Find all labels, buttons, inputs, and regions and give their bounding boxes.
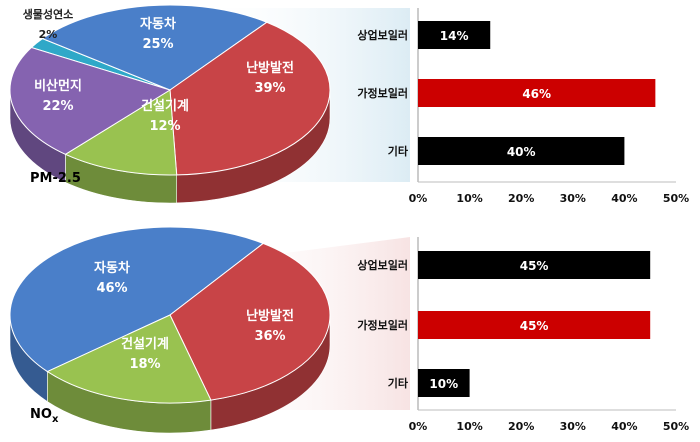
bar-chart-2: 0% 10% 20% 30% 40% 50% 45% 상업보일러 45% 가정보일러 10% 기타: [357, 237, 689, 433]
bar-x-tick-label: 20%: [508, 192, 534, 205]
pie-slice-value-label: 12%: [149, 119, 180, 134]
pie-slice-name-label: 생물성연소: [23, 7, 74, 21]
bar-기타: [418, 137, 625, 165]
bar-value-label: 46%: [522, 87, 551, 101]
pie-slice-건설기계: [64, 89, 178, 176]
pie-slice-name-label: 비산먼지: [34, 78, 82, 94]
bar-x-tick-label: 20%: [508, 420, 534, 433]
bar-x-tick-label: 0%: [409, 420, 428, 433]
pie-chart-2: 자동차 46% 난방발전 36% 건설기계 18% NOx: [9, 226, 331, 434]
bar-category-label: 상업보일러: [357, 28, 408, 42]
pie-slice-name-label: 건설기계: [121, 336, 169, 352]
bar-가정보일러: [418, 79, 656, 107]
pie-slice-value-label: 39%: [254, 81, 285, 96]
bar-x-tick-label: 40%: [611, 420, 637, 433]
bar-value-label: 40%: [507, 145, 536, 159]
bar-value-label: 14%: [440, 29, 469, 43]
pie-slice-자동차: [9, 226, 265, 373]
bar-x-tick-label: 10%: [456, 420, 482, 433]
bar-x-tick-label: 50%: [663, 420, 689, 433]
bar-category-label: 상업보일러: [357, 258, 408, 272]
pie-slice-value-label: 36%: [254, 329, 285, 344]
bar-category-label: 가정보일러: [357, 318, 408, 332]
pie-chart-1: 생물성연소 2% 자동차 25% 난방발전 39% 건설기계 12% 비산먼지 22% PM-2.5: [9, 4, 331, 204]
bar-chart-1: 0% 10% 20% 30% 40% 50% 14% 상업보일러 46% 가정보일러 40% 기타: [357, 8, 689, 205]
pie-slice-value-label: 22%: [42, 99, 73, 114]
pie-slice-name-label: 난방발전: [246, 308, 294, 324]
bar-category-label: 기타: [388, 376, 409, 390]
bar-가정보일러: [418, 311, 651, 339]
pie-slice-name-label: 난방발전: [246, 60, 294, 76]
bar-value-label: 45%: [520, 259, 549, 273]
pie-slice-value-label: 18%: [129, 357, 160, 372]
bar-x-tick-label: 30%: [560, 192, 586, 205]
pie-slice-value-label: 2%: [39, 28, 58, 41]
bar-기타: [418, 369, 470, 397]
bar-x-tick-label: 10%: [456, 192, 482, 205]
pie-slice-건설기계: [46, 314, 212, 404]
pie-slice-난방발전: [169, 242, 331, 401]
bar-x-tick-label: 30%: [560, 420, 586, 433]
pie-chart-label: PM-2.5: [30, 171, 81, 186]
pie-chart-label: NOx: [30, 407, 59, 425]
bar-x-tick-label: 0%: [409, 192, 428, 205]
bar-x-tick-label: 40%: [611, 192, 637, 205]
bar-value-label: 45%: [520, 319, 549, 333]
pie-slice-난방발전: [169, 21, 331, 176]
pie-slice-비산먼지: [9, 46, 172, 155]
pie-slice-자동차: [41, 4, 268, 91]
bar-상업보일러: [418, 21, 491, 49]
pie-slice-value-label: 25%: [142, 37, 173, 52]
bar-상업보일러: [418, 251, 651, 279]
bar-category-label: 가정보일러: [357, 86, 408, 100]
pie-slice-name-label: 자동차: [94, 260, 130, 276]
pie-slice-value-label: 46%: [96, 281, 127, 296]
bar-value-label: 10%: [429, 377, 458, 391]
bar-category-label: 기타: [388, 144, 409, 158]
pie-slice-name-label: 건설기계: [141, 98, 189, 114]
pie-slice-name-label: 자동차: [140, 16, 176, 32]
bar-x-tick-label: 50%: [663, 192, 689, 205]
